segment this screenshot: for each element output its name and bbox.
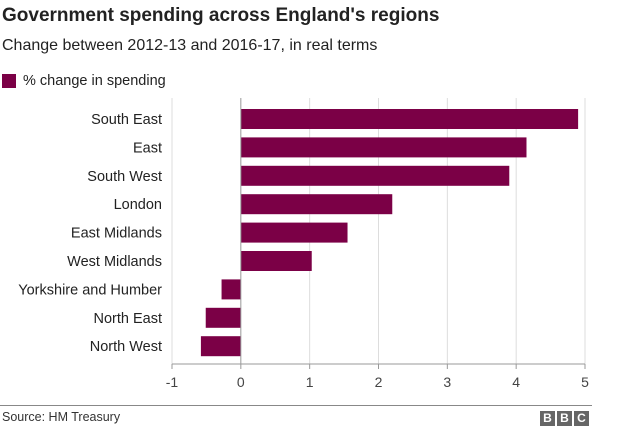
category-label: South East (91, 112, 162, 128)
bar (240, 165, 510, 186)
bbc-logo-letter: B (557, 411, 572, 426)
bar-chart: -1 0 1 2 3 4 5 South East East South West London Ea… (18, 98, 589, 390)
x-tick-label: 0 (237, 374, 245, 390)
bar (200, 336, 241, 357)
source-note: Source: HM Treasury (2, 410, 121, 424)
chart-title: Government spending across England's reg… (2, 5, 440, 26)
bbc-logo-letter: B (540, 411, 555, 426)
chart-subtitle: Change between 2012-13 and 2016-17, in r… (2, 37, 378, 54)
x-tick-label: 1 (306, 374, 314, 390)
category-label: West Midlands (67, 254, 162, 270)
category-label: North West (90, 339, 162, 355)
bar (205, 307, 241, 328)
x-tick-label: 2 (375, 374, 383, 390)
bar (240, 194, 393, 215)
x-tick-label: 5 (581, 374, 589, 390)
bar (240, 222, 348, 243)
category-label: London (114, 197, 162, 213)
x-tick-label: 4 (512, 374, 520, 390)
category-label: East (133, 140, 162, 156)
legend-label: % change in spending (23, 73, 166, 89)
category-label: Yorkshire and Humber (18, 282, 162, 298)
legend-swatch (2, 74, 16, 88)
bar (221, 279, 241, 300)
bar (240, 109, 579, 129)
bar (240, 137, 527, 158)
category-label: East Midlands (71, 226, 162, 242)
bbc-logo-letter: C (574, 411, 589, 426)
footer-divider (0, 405, 592, 406)
x-tick-label: -1 (166, 374, 179, 390)
category-label: South West (87, 169, 162, 185)
bbc-logo: B B C (540, 411, 589, 426)
bar (240, 251, 312, 271)
category-label: North East (94, 311, 163, 327)
legend: % change in spending (2, 72, 166, 90)
x-tick-label: 3 (443, 374, 451, 390)
